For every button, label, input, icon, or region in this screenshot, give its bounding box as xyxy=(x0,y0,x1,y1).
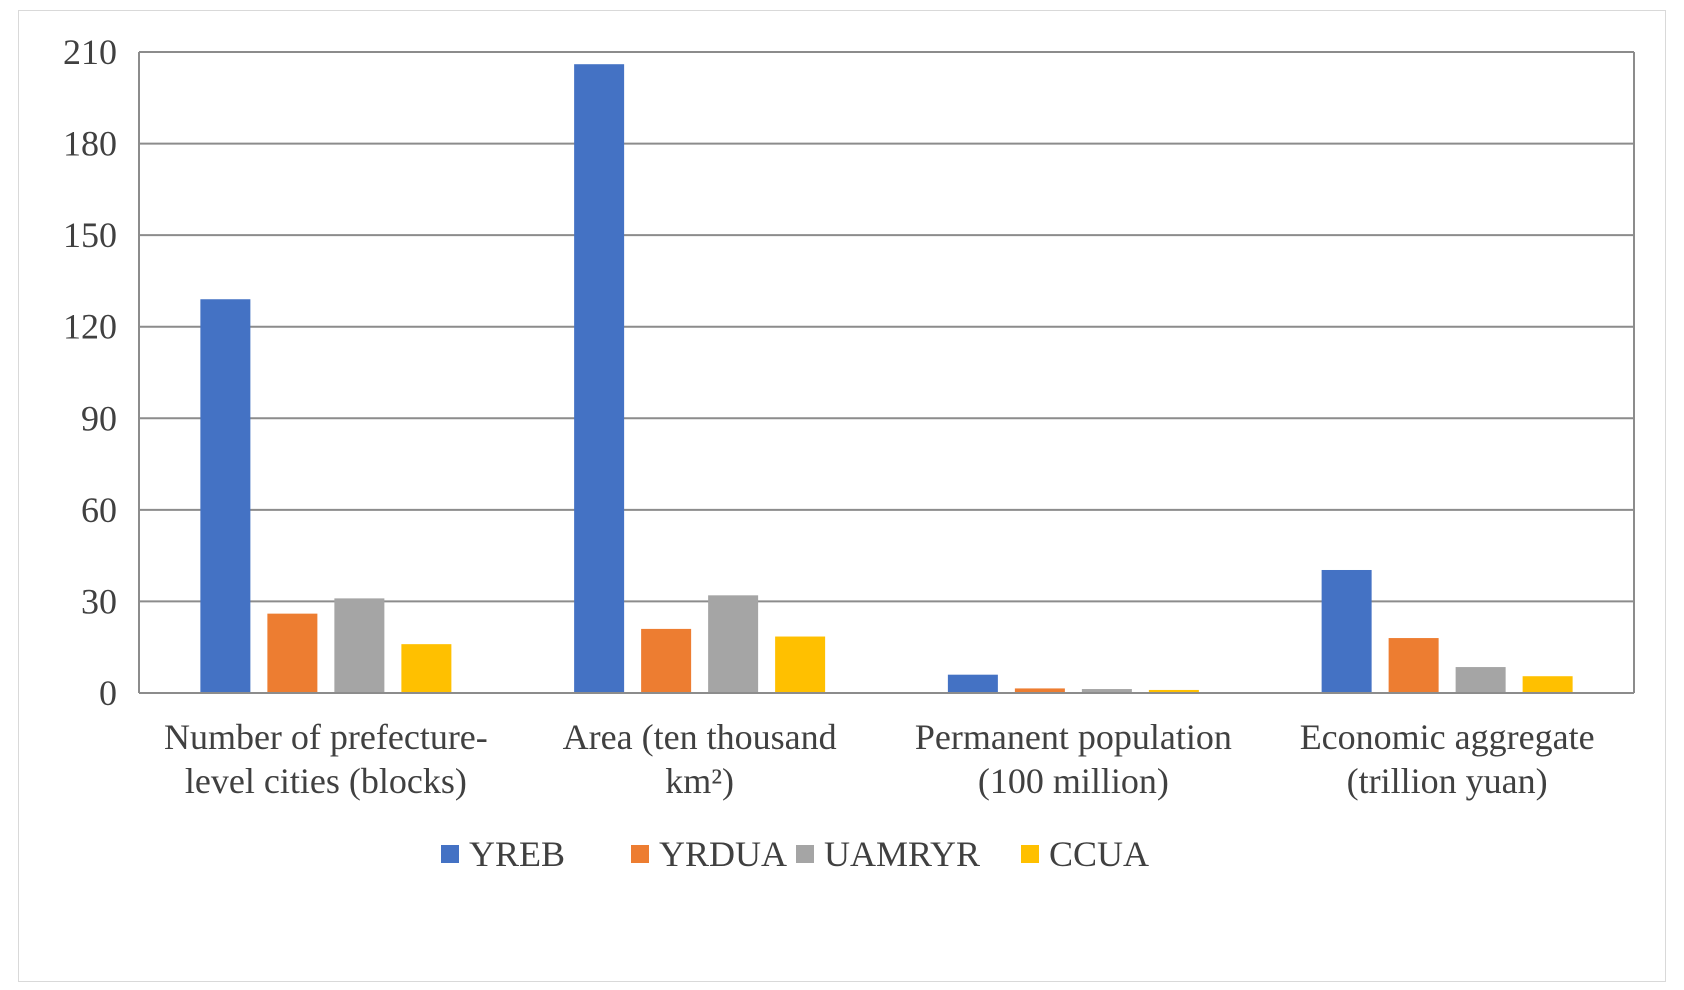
bar-yreb-1 xyxy=(574,64,625,693)
bar-uamryr-3 xyxy=(1455,667,1506,693)
x-category-label: Economic aggregate xyxy=(1300,717,1595,757)
x-category-label: Permanent population xyxy=(915,717,1232,757)
legend-label-ccua: CCUA xyxy=(1049,834,1149,874)
legend-swatch-uamryr xyxy=(796,845,814,863)
bar-chart: 0 30 60 90 120 150 180 210 Number of prefecture… xyxy=(63,32,1635,874)
bar-ccua-3 xyxy=(1522,676,1573,693)
y-tick-labels: 0 30 60 90 120 150 180 210 xyxy=(63,32,117,713)
x-category-labels: Number of prefecture-level cities (block… xyxy=(164,717,1595,801)
chart-frame: 0 30 60 90 120 150 180 210 Number of prefecture… xyxy=(18,10,1666,982)
bar-yreb-2 xyxy=(947,674,998,693)
x-category-label: km²) xyxy=(665,761,734,801)
y-tick-label: 0 xyxy=(99,673,117,713)
legend-label-yrdua: YRDUA xyxy=(659,834,787,874)
bar-yrdua-3 xyxy=(1388,638,1439,693)
y-tick-label: 120 xyxy=(63,307,117,347)
legend-label-uamryr: UAMRYR xyxy=(824,834,980,874)
bar-yreb-3 xyxy=(1321,569,1372,693)
bar-uamryr-0 xyxy=(334,598,385,693)
legend-swatch-yreb xyxy=(441,845,459,863)
x-category-label: Area (ten thousand xyxy=(563,717,837,757)
bar-uamryr-1 xyxy=(708,595,759,693)
bar-yrdua-2 xyxy=(1014,688,1065,693)
y-tick-label: 60 xyxy=(81,490,117,530)
axes xyxy=(138,52,1635,694)
x-category-label: Number of prefecture- xyxy=(164,717,488,757)
legend-swatch-yrdua xyxy=(631,845,649,863)
gridlines xyxy=(139,51,1634,694)
x-category-label: (trillion yuan) xyxy=(1347,761,1548,801)
legend-swatch-ccua xyxy=(1021,845,1039,863)
y-tick-label: 90 xyxy=(81,398,117,438)
y-tick-label: 150 xyxy=(63,215,117,255)
bar-ccua-1 xyxy=(775,636,826,693)
bar-yreb-0 xyxy=(200,299,251,693)
x-category-label: (100 million) xyxy=(978,761,1169,801)
legend: YREB YRDUA UAMRYR CCUA xyxy=(441,834,1149,874)
bar-yrdua-0 xyxy=(267,613,318,693)
y-tick-label: 30 xyxy=(81,581,117,621)
bar-uamryr-2 xyxy=(1081,689,1132,693)
bar-yrdua-1 xyxy=(641,628,692,693)
bars xyxy=(200,64,1573,693)
y-tick-label: 180 xyxy=(63,124,117,164)
legend-label-yreb: YREB xyxy=(469,834,565,874)
y-tick-label: 210 xyxy=(63,32,117,72)
bar-ccua-0 xyxy=(401,644,452,693)
x-category-label: level cities (blocks) xyxy=(185,761,467,801)
bar-ccua-2 xyxy=(1148,689,1199,693)
